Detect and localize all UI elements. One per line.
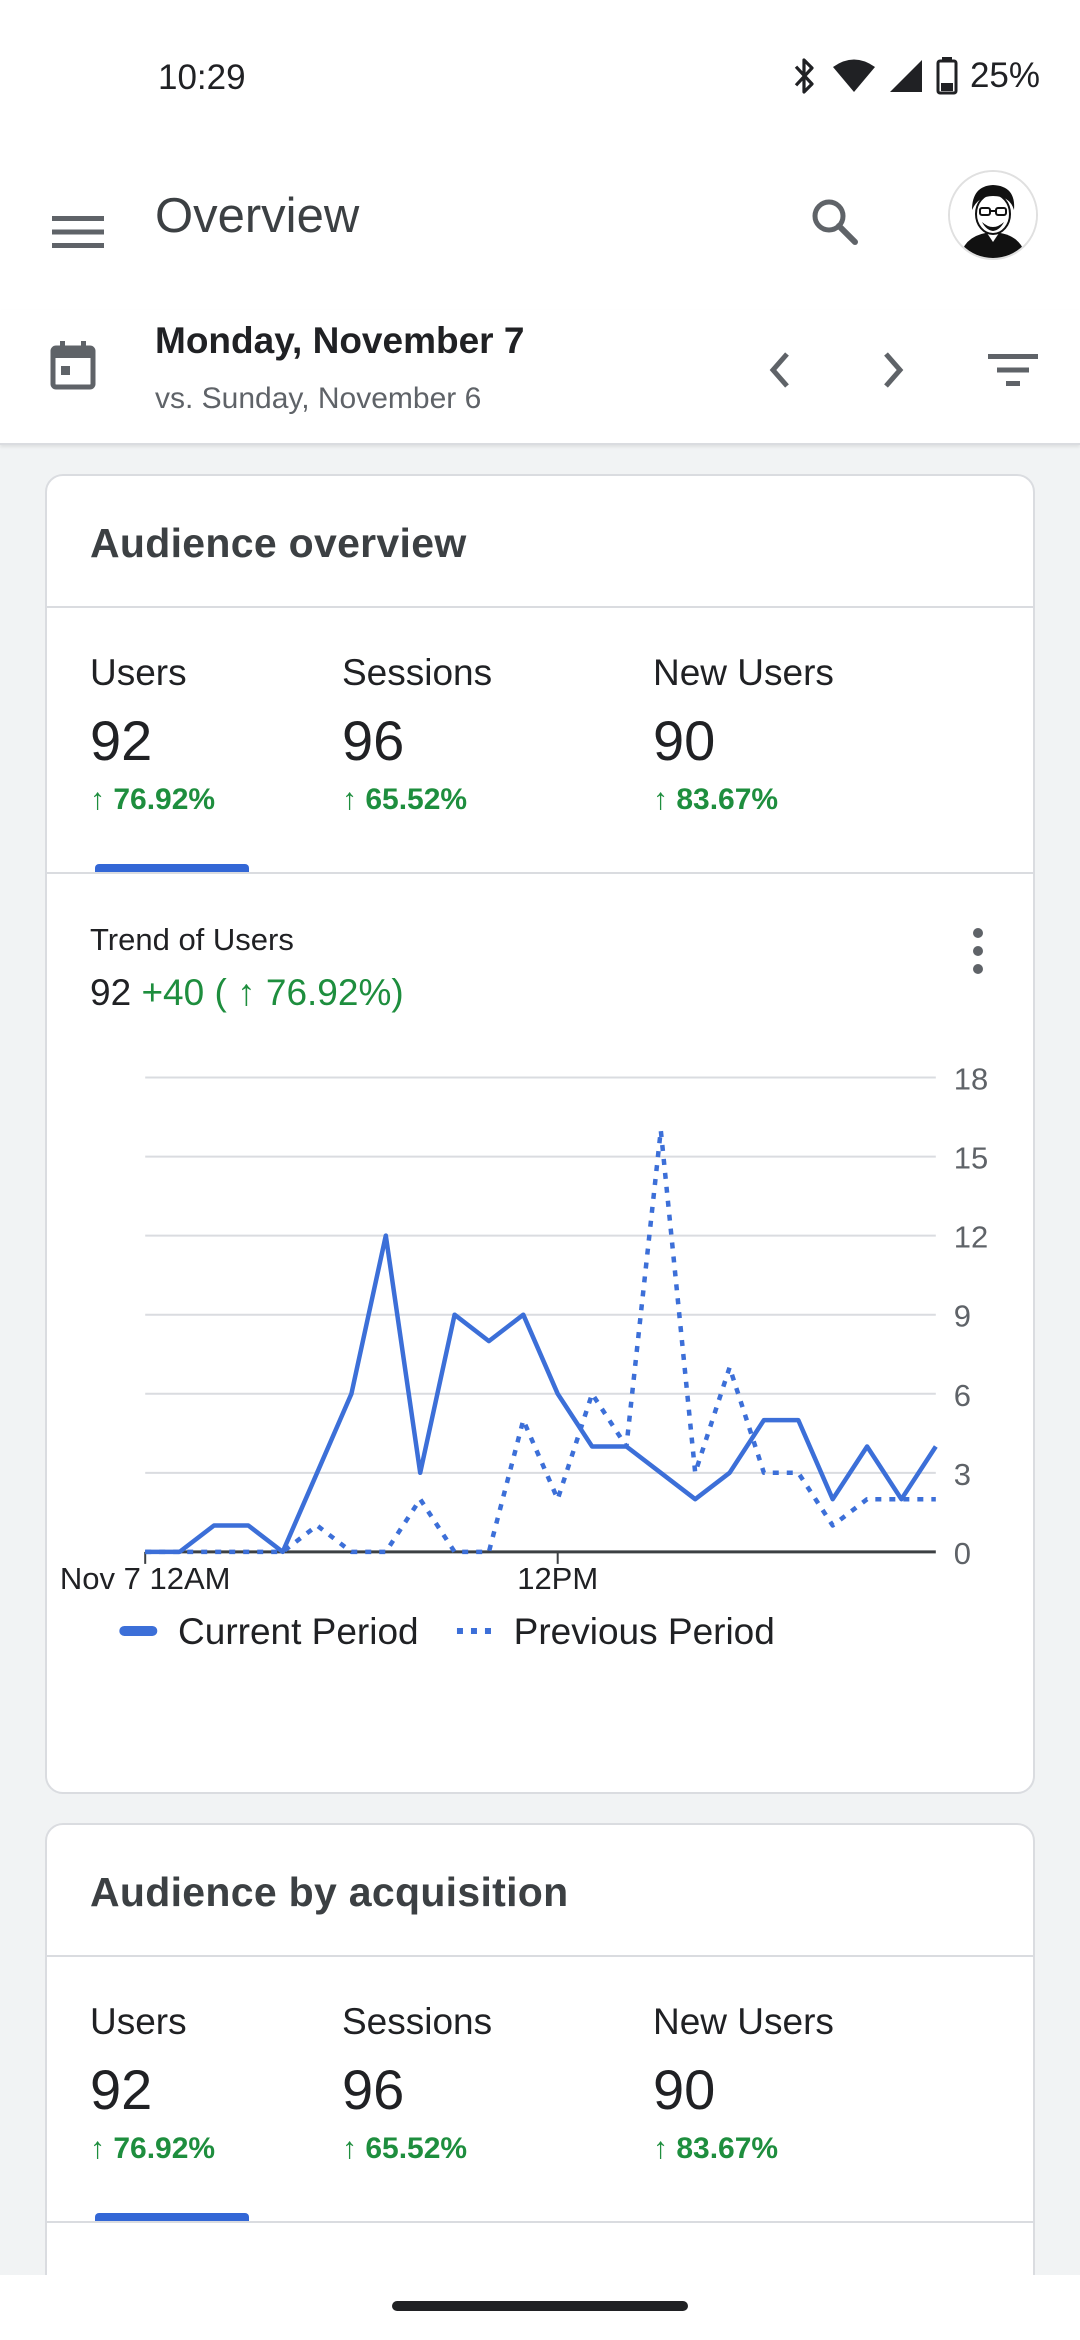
selected-tab-indicator [95,2213,249,2221]
metric-change: ↑ 83.67% [653,2132,779,2165]
battery-icon [936,57,958,95]
audience-by-acquisition-card: Audience by acquisition Users 92 ↑ 76.92… [45,1823,1035,2340]
gesture-nav-bar [0,2275,1080,2340]
calendar-icon[interactable] [50,340,96,390]
avatar-image [950,172,1036,258]
audience-overview-card: Audience overview Users 92 ↑ 76.92% Sess… [45,474,1035,1794]
x-tick-label: Nov 7 12AM [60,1561,231,1596]
y-tick-label: 12 [954,1220,988,1255]
legend-label: Current Period [178,1611,419,1652]
app-bar: Overview [0,160,1080,310]
y-tick-label: 9 [954,1299,971,1334]
metric-change: ↑ 76.92% [90,2132,216,2165]
trend-delta: +40 ( ↑ 76.92%) [141,972,404,1013]
filter-button[interactable] [978,335,1048,405]
trend-summary: 92 +40 ( ↑ 76.92%) [90,972,404,1014]
divider [47,606,1033,608]
comparison-date: vs. Sunday, November 6 [155,382,482,415]
metric-change: ↑ 83.67% [653,783,779,816]
chevron-left-icon [769,352,789,388]
y-tick-label: 15 [954,1141,988,1176]
divider [47,1955,1033,1957]
y-tick-label: 0 [954,1536,971,1571]
metric-value: 90 [653,2058,716,2121]
more-options-button[interactable] [948,916,1008,986]
metric-change: ↑ 65.52% [342,2132,468,2165]
x-tick-label: 12PM [517,1561,598,1596]
card-title: Audience by acquisition [90,1869,569,1915]
date-range-bar: Monday, November 7 vs. Sunday, November … [0,310,1080,445]
selected-tab-indicator [95,864,249,872]
current-period-line [145,1233,938,1555]
bluetooth-icon [794,58,814,94]
battery-percent: 25% [969,56,1040,95]
search-button[interactable] [795,182,875,262]
metric-value: 96 [342,2058,405,2121]
users-trend-chart: 0 3 6 9 12 15 18 Nov 7 12AM 12PM Current Period Pr… [60,1062,988,1652]
account-avatar[interactable] [948,170,1038,260]
divider [47,2221,1033,2223]
metric-label: Sessions [342,2001,493,2042]
home-indicator[interactable] [392,2301,688,2311]
page-title: Overview [155,189,360,243]
metric-label: Users [90,652,187,693]
more-vert-icon [973,928,983,974]
status-bar: 10:29 25% [0,0,1080,160]
trend-label: Trend of Users [90,922,294,957]
metric-value: 96 [342,709,405,772]
metric-change: ↑ 76.92% [90,783,216,816]
divider [47,872,1033,874]
card-title: Audience overview [90,520,467,566]
metric-value: 92 [90,709,153,772]
selected-date[interactable]: Monday, November 7 [155,320,525,361]
hamburger-menu-icon [52,216,104,248]
metric-sessions-tab[interactable]: Sessions 96 ↑ 65.52% [342,2001,492,2166]
status-time: 10:29 [158,58,246,97]
metric-value: 90 [653,709,716,772]
metric-sessions-tab[interactable]: Sessions 96 ↑ 65.52% [342,652,492,817]
search-icon [812,199,858,245]
cell-signal-icon [889,60,922,92]
status-icons: 25% [788,56,1040,96]
wifi-icon [832,59,875,92]
metric-users-tab[interactable]: Users 92 ↑ 76.92% [90,652,215,817]
y-tick-label: 6 [954,1378,971,1413]
metric-label: New Users [653,2001,834,2042]
metric-new-users-tab[interactable]: New Users 90 ↑ 83.67% [653,652,834,817]
metric-change: ↑ 65.52% [342,783,468,816]
filter-icon [988,354,1038,386]
previous-date-button[interactable] [745,335,815,405]
metric-value: 92 [90,2058,153,2121]
metric-label: New Users [653,652,834,693]
chevron-right-icon [884,352,904,388]
next-date-button[interactable] [858,335,928,405]
metric-new-users-tab[interactable]: New Users 90 ↑ 83.67% [653,2001,834,2166]
metric-label: Users [90,2001,187,2042]
metric-users-tab[interactable]: Users 92 ↑ 76.92% [90,2001,215,2166]
y-tick-label: 18 [954,1062,988,1097]
previous-period-line [145,1127,936,1555]
metric-label: Sessions [342,652,493,693]
legend-label: Previous Period [514,1611,775,1652]
menu-button[interactable] [38,192,118,272]
y-tick-label: 3 [954,1457,971,1492]
trend-value: 92 [90,972,132,1013]
